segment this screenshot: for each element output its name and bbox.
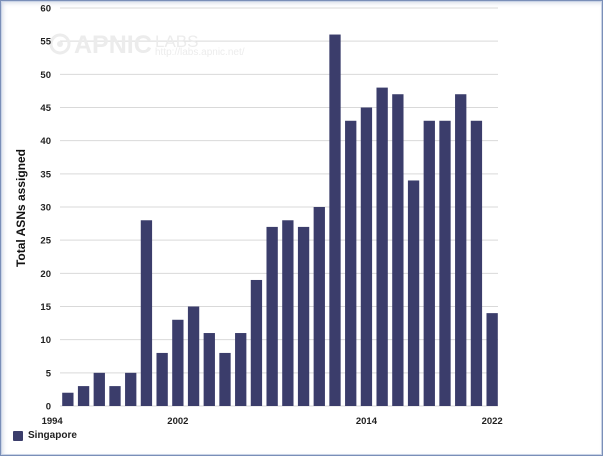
legend-swatch [13,430,23,441]
y-tick-5: 5 [46,368,52,379]
y-tick-55: 55 [40,37,51,48]
y-axis-label: Total ASNs assigned [14,149,28,267]
apnic-watermark: APNIC LABS http://labs.apnic.net/ [49,31,245,59]
bar-2007 [250,279,263,406]
bar-2006 [235,333,247,406]
bar-series-singapore [62,34,498,407]
bar-2018 [423,120,435,407]
bar-2008 [266,226,278,406]
bar-2020 [455,94,467,406]
legend-label-singapore: Singapore [28,430,77,441]
bar-2017 [407,180,420,406]
y-tick-15: 15 [40,302,51,313]
bar-2012 [329,34,341,407]
bar-2013 [345,120,357,407]
bar-2019 [439,120,451,407]
x-axis-ticks: 1994 2002 2014 2022 [42,416,503,427]
x-tick-2022: 2022 [482,416,503,427]
y-tick-50: 50 [40,70,51,81]
y-tick-20: 20 [40,269,51,280]
bar-2016 [392,94,404,406]
bar-1998 [109,386,121,406]
y-tick-25: 25 [40,236,51,247]
bar-2005 [219,352,231,406]
legend: Singapore [13,430,77,441]
bar-2002 [172,319,184,406]
bar-2015 [376,87,388,406]
bar-2014 [360,107,373,406]
bar-1995 [62,392,74,406]
bar-2022 [486,313,498,406]
watermark-url: http://labs.apnic.net/ [155,47,245,58]
bar-1996 [77,386,90,406]
bar-2003 [187,306,200,406]
bar-2010 [297,226,310,406]
x-tick-2002: 2002 [167,416,188,427]
y-tick-60: 60 [40,4,51,15]
y-tick-10: 10 [40,335,51,346]
y-tick-40: 40 [40,136,51,147]
y-tick-35: 35 [40,169,51,180]
bar-2009 [282,220,294,406]
bar-2001 [156,352,168,406]
watermark-labs: LABS [155,32,198,51]
x-tick-1994: 1994 [42,416,64,427]
bar-1999 [125,372,137,406]
x-tick-2014: 2014 [356,416,378,427]
y-tick-45: 45 [40,103,51,114]
bar-2011 [313,207,325,406]
bar-2004 [203,333,215,406]
bar-2000 [140,220,153,406]
watermark-brand: APNIC [74,31,152,59]
bar-1997 [93,372,105,406]
y-tick-0: 0 [46,402,51,413]
y-tick-30: 30 [40,203,51,214]
apnic-logo-icon [49,33,71,55]
y-axis-ticks: 0 5 10 15 20 25 30 35 40 45 50 55 60 [40,4,51,413]
bar-2021 [470,120,483,407]
